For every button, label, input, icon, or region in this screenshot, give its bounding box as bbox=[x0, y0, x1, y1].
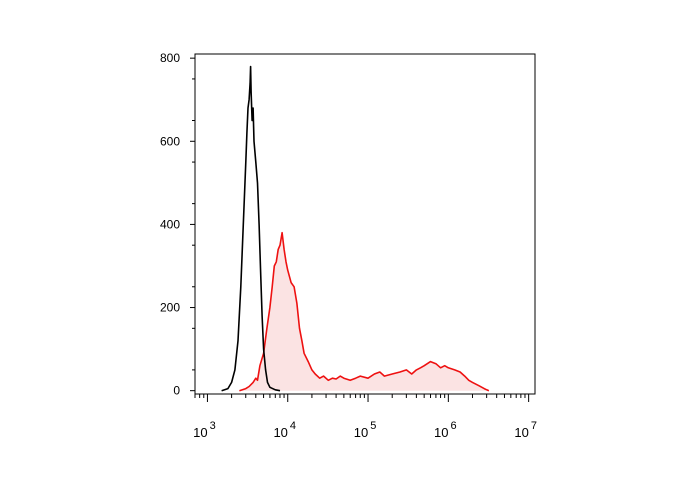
y-tick-label-2: 400 bbox=[160, 217, 180, 231]
y-tick-label-4: 800 bbox=[160, 51, 180, 65]
series-1-area bbox=[239, 232, 489, 391]
x-tick-label-1: 10 4 bbox=[273, 420, 296, 440]
x-tick-label-2: 10 5 bbox=[354, 420, 377, 440]
series-layer bbox=[221, 65, 490, 392]
axis-layer: 0 200 400 600 800 10 3 10 4 10 5 10 6 10 7 bbox=[160, 51, 537, 440]
series-0-line bbox=[221, 65, 281, 392]
x-tick-label-4: 10 7 bbox=[514, 420, 537, 440]
y-tick-label-0: 0 bbox=[173, 384, 180, 398]
x-tick-label-3: 10 6 bbox=[434, 420, 457, 440]
y-tick-label-1: 200 bbox=[160, 301, 180, 315]
plot-frame bbox=[194, 53, 536, 395]
y-tick-label-3: 600 bbox=[160, 134, 180, 148]
series-1-line bbox=[239, 231, 490, 392]
x-tick-label-0: 10 3 bbox=[193, 420, 216, 440]
